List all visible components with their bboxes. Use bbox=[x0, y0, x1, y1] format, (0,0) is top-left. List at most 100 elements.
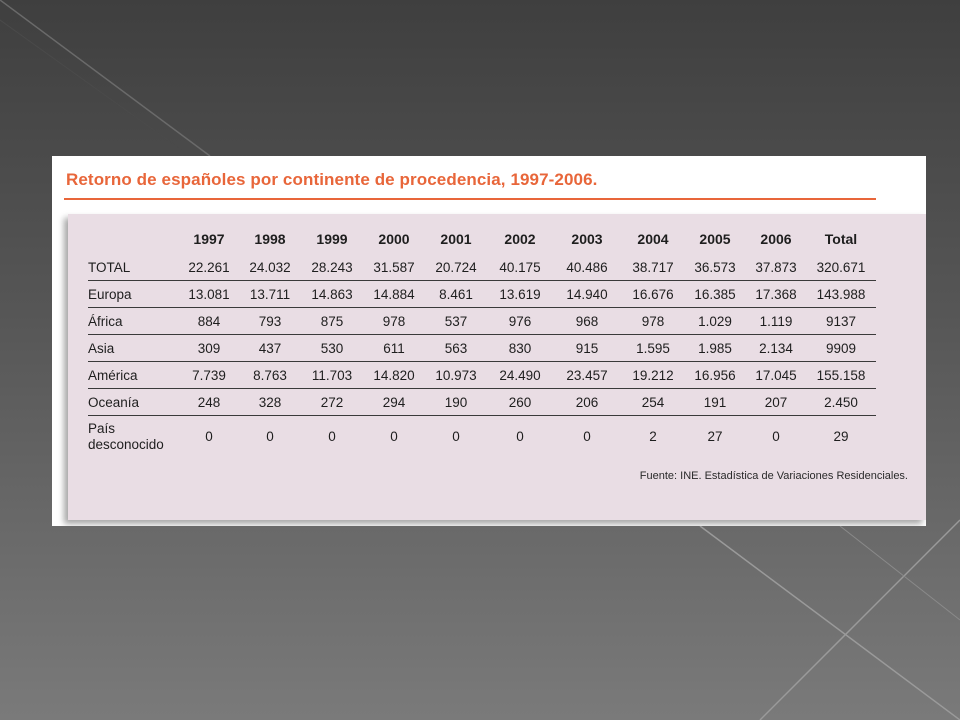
table-cell: 24.032 bbox=[240, 254, 300, 281]
table-cell: 28.243 bbox=[300, 254, 364, 281]
table-cell: 38.717 bbox=[622, 254, 684, 281]
table-cell: 8.461 bbox=[424, 280, 488, 308]
column-header: 2004 bbox=[637, 231, 669, 247]
table-cell: 36.573 bbox=[684, 254, 746, 281]
row-label-line: desconocido bbox=[88, 437, 164, 452]
table-cell: 272 bbox=[300, 388, 364, 416]
table-cell: 1.595 bbox=[622, 334, 684, 362]
title-underline bbox=[64, 198, 876, 200]
column-header: 2001 bbox=[440, 231, 472, 247]
table-cell: 978 bbox=[364, 307, 424, 335]
row-label: América bbox=[88, 361, 178, 389]
table-cell: 1.029 bbox=[684, 307, 746, 335]
table-cell: 14.884 bbox=[364, 280, 424, 308]
table-row: Oceanía 248 328 272 294 190 260 206 254 … bbox=[88, 388, 876, 416]
data-table: 1997 1998 1999 2000 2001 2002 2003 2004 … bbox=[88, 224, 876, 458]
table-cell: 40.175 bbox=[488, 254, 552, 281]
table-row: África 884 793 875 978 537 976 968 978 1… bbox=[88, 307, 876, 335]
source-note: Fuente: INE. Estadística de Variaciones … bbox=[639, 470, 908, 482]
table-cell: 976 bbox=[488, 307, 552, 335]
table-cell: 29 bbox=[833, 429, 849, 444]
table-cell: 884 bbox=[178, 307, 240, 335]
row-label: TOTAL bbox=[88, 254, 178, 281]
table-cell: 17.045 bbox=[746, 361, 806, 389]
table-row: TOTAL 22.261 24.032 28.243 31.587 20.724… bbox=[88, 254, 876, 281]
table-cell: 191 bbox=[684, 388, 746, 416]
table-cell: 17.368 bbox=[746, 280, 806, 308]
table-cell: 0 bbox=[328, 429, 336, 444]
table-cell: 24.490 bbox=[488, 361, 552, 389]
table-cell: 31.587 bbox=[364, 254, 424, 281]
column-header: 1999 bbox=[316, 231, 348, 247]
table-cell: 13.711 bbox=[240, 280, 300, 308]
table-cell: 23.457 bbox=[552, 361, 622, 389]
table-cell: 254 bbox=[622, 388, 684, 416]
table-cell: 8.763 bbox=[240, 361, 300, 389]
table-cell: 14.820 bbox=[364, 361, 424, 389]
column-header: 2006 bbox=[760, 231, 792, 247]
table-cell: 0 bbox=[266, 429, 274, 444]
table-cell: 22.261 bbox=[178, 254, 240, 281]
corner-header bbox=[88, 224, 178, 254]
table-cell: 978 bbox=[622, 307, 684, 335]
table-cell: 9137 bbox=[806, 307, 876, 335]
row-label: Asia bbox=[88, 334, 178, 362]
table-title: Retorno de españoles por continente de p… bbox=[66, 170, 598, 189]
table-cell: 530 bbox=[300, 334, 364, 362]
column-header: Total bbox=[824, 231, 858, 247]
table-cell: 248 bbox=[178, 388, 240, 416]
table-cell: 16.676 bbox=[622, 280, 684, 308]
table-cell: 537 bbox=[424, 307, 488, 335]
table-cell: 19.212 bbox=[622, 361, 684, 389]
row-label: Europa bbox=[88, 280, 178, 308]
table-cell: 11.703 bbox=[300, 361, 364, 389]
row-label-line: País bbox=[88, 421, 116, 436]
table-cell: 793 bbox=[240, 307, 300, 335]
header-row: 1997 1998 1999 2000 2001 2002 2003 2004 … bbox=[88, 224, 876, 254]
table-image: Retorno de españoles por continente de p… bbox=[52, 156, 926, 526]
bg-diagonal-line bbox=[839, 525, 960, 621]
table-cell: 437 bbox=[240, 334, 300, 362]
bg-diagonal-line bbox=[759, 519, 960, 720]
table-cell: 10.973 bbox=[424, 361, 488, 389]
table-cell: 40.486 bbox=[552, 254, 622, 281]
table-cell: 0 bbox=[772, 429, 780, 444]
table-cell: 0 bbox=[390, 429, 398, 444]
table-cell: 875 bbox=[300, 307, 364, 335]
table-cell: 143.988 bbox=[806, 280, 876, 308]
column-header: 2002 bbox=[504, 231, 536, 247]
table-cell: 2.134 bbox=[746, 334, 806, 362]
row-label: África bbox=[88, 307, 178, 335]
table-cell: 16.956 bbox=[684, 361, 746, 389]
table-cell: 0 bbox=[516, 429, 524, 444]
row-label: País desconocido bbox=[88, 416, 178, 459]
table-cell: 1.985 bbox=[684, 334, 746, 362]
table-cell: 2 bbox=[649, 429, 657, 444]
table-cell: 563 bbox=[424, 334, 488, 362]
column-header: 2005 bbox=[699, 231, 731, 247]
table-row: Europa 13.081 13.711 14.863 14.884 8.461… bbox=[88, 280, 876, 308]
table-cell: 611 bbox=[364, 334, 424, 362]
table-cell: 294 bbox=[364, 388, 424, 416]
table-cell: 0 bbox=[452, 429, 460, 444]
table-cell: 0 bbox=[205, 429, 213, 444]
table-cell: 190 bbox=[424, 388, 488, 416]
column-header: 1997 bbox=[193, 231, 225, 247]
table-cell: 1.119 bbox=[746, 307, 806, 335]
table-cell: 13.619 bbox=[488, 280, 552, 308]
table-cell: 309 bbox=[178, 334, 240, 362]
table-cell: 207 bbox=[746, 388, 806, 416]
table-row: América 7.739 8.763 11.703 14.820 10.973… bbox=[88, 361, 876, 389]
table-cell: 155.158 bbox=[806, 361, 876, 389]
table-cell: 37.873 bbox=[746, 254, 806, 281]
table-cell: 830 bbox=[488, 334, 552, 362]
table-cell: 0 bbox=[583, 429, 591, 444]
table-cell: 320.671 bbox=[806, 254, 876, 281]
bg-diagonal-line bbox=[699, 525, 960, 720]
table-cell: 20.724 bbox=[424, 254, 488, 281]
table-cell: 13.081 bbox=[178, 280, 240, 308]
table-cell: 2.450 bbox=[806, 388, 876, 416]
table-row: País desconocido 0 0 0 0 0 0 0 2 27 0 29 bbox=[88, 416, 876, 459]
table-cell: 968 bbox=[552, 307, 622, 335]
